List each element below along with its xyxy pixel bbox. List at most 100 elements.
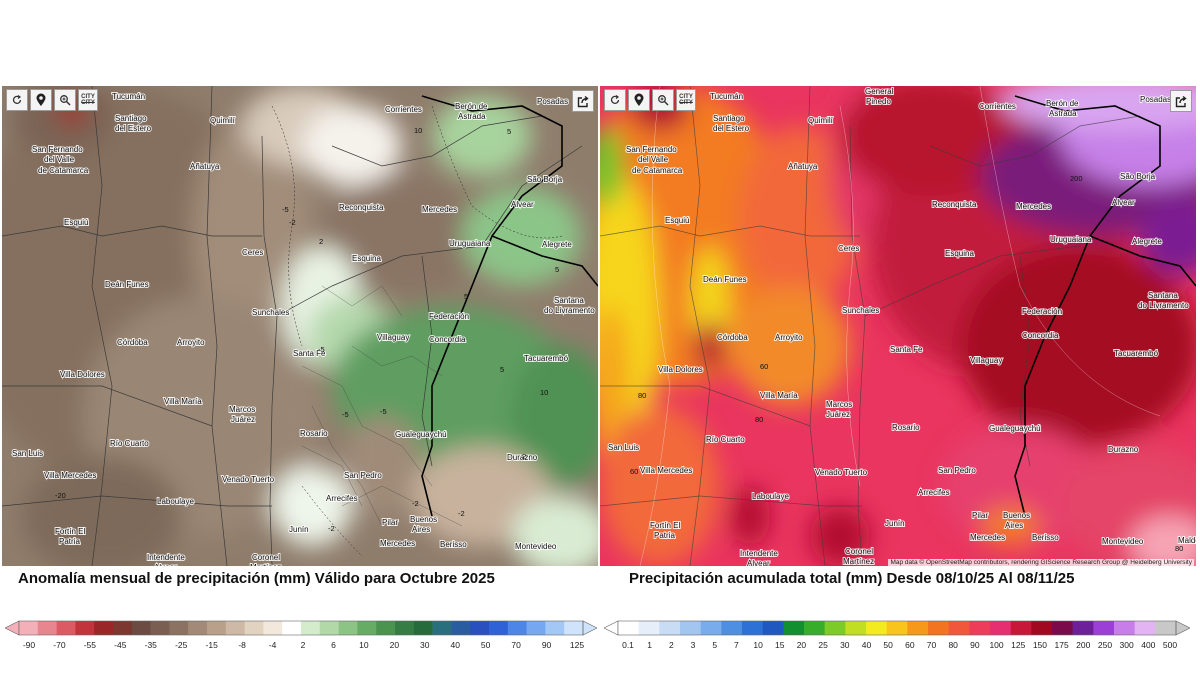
accumulated-map-panel[interactable]: Tucumán Santiago del Estero Quimilí General P… — [600, 86, 1196, 566]
city-toggle-label: CITY — [679, 94, 693, 100]
city-label: Laboulaye — [752, 492, 789, 501]
legend-color-swatch — [824, 621, 846, 635]
contour-value-label: -2 — [458, 509, 465, 518]
city-toggle-label-strike: CITY — [81, 100, 95, 106]
legend-tick-label: 200 — [1076, 640, 1091, 650]
legend-color-swatch — [659, 621, 681, 635]
country-borders-right — [1014, 95, 1196, 517]
city-label: Arroyito — [177, 338, 205, 347]
contour-value-label: -5 — [318, 345, 325, 354]
contour-value-label: 2 — [522, 452, 526, 461]
city-label: Coronel — [845, 547, 873, 556]
city-label: Tucumán — [112, 92, 145, 101]
legend-color-swatch — [742, 621, 763, 635]
legend-tick-label: 80 — [948, 640, 958, 650]
legend-tick-label: 400 — [1141, 640, 1156, 650]
city-label: San Pedro — [938, 466, 976, 475]
legend-tick-label: 25 — [818, 640, 828, 650]
city-label: do Livramento — [544, 306, 595, 315]
refresh-button[interactable] — [604, 89, 626, 111]
legend-tick-label: 30 — [420, 640, 430, 650]
city-label: San Fernando — [32, 145, 83, 154]
city-label: Astrada — [458, 112, 486, 121]
anomaly-field — [2, 86, 598, 566]
city-label: Posadas — [1140, 95, 1171, 104]
legend-color-swatch — [301, 621, 321, 635]
legend-tick-label: 3 — [690, 640, 696, 650]
city-label: Gualeguaychú — [989, 424, 1041, 433]
legend-color-swatch — [564, 621, 584, 635]
contour-value-label: -5 — [282, 205, 289, 214]
city-label: Villa Mercedes — [44, 471, 96, 480]
city-toggle-button[interactable]: CITY CITY — [78, 89, 98, 111]
share-button[interactable] — [572, 90, 594, 112]
city-label: Maldo — [1178, 536, 1196, 545]
contour-value-label: 10 — [414, 126, 422, 135]
legend-tick-label: 20 — [389, 640, 400, 650]
legend-color-swatch — [762, 621, 784, 635]
city-label: Juárez — [826, 410, 850, 419]
legend-tick-label: 30 — [840, 640, 850, 650]
legend-color-swatch — [1155, 621, 1177, 635]
city-label: Santiago — [713, 114, 745, 123]
city-label: Santana — [1148, 291, 1178, 300]
legend-color-swatch — [804, 621, 825, 635]
city-label: Federación — [429, 312, 469, 321]
city-label: Sunchales — [252, 308, 289, 317]
city-label: del Estero — [115, 124, 152, 133]
legend-tick-label: 70 — [511, 640, 521, 650]
location-button[interactable] — [628, 89, 650, 111]
zoom-button[interactable] — [54, 89, 76, 111]
city-toggle-button[interactable]: CITY CITY — [676, 89, 696, 111]
legend-color-swatch — [545, 621, 565, 635]
contour-value-label: 5 — [464, 292, 468, 301]
location-button[interactable] — [30, 89, 52, 111]
contour-value-label: 80 — [1175, 544, 1183, 553]
legend-tick-label: -4 — [268, 640, 277, 650]
legend-tick-label: 300 — [1119, 640, 1134, 650]
city-label: Pinedo — [866, 97, 891, 106]
refresh-icon — [610, 95, 620, 104]
legend-tick-label: 40 — [861, 640, 872, 650]
zoom-button[interactable] — [652, 89, 674, 111]
city-label: Montevideo — [1102, 537, 1144, 546]
legend-max-arrow — [1175, 620, 1190, 636]
city-label: Uruguaiana — [1050, 235, 1092, 244]
city-label: Concordia — [1022, 331, 1059, 340]
city-label: Uruguaiana — [449, 239, 491, 248]
province-boundaries-right — [600, 86, 1141, 566]
legend-tick-label: -25 — [175, 640, 188, 650]
city-label: Rosario — [300, 429, 328, 438]
city-label: San Luis — [12, 449, 43, 458]
legend-tick-label: 175 — [1054, 640, 1069, 650]
anomaly-color-legend: -90 -70 -55 -45 -35 -25 -15 -8 -4 2 6 10 20 30 40 50 70 9… — [5, 618, 597, 658]
contour-value-label: 80 — [755, 415, 763, 424]
city-label: Villa Dolores — [60, 370, 105, 379]
city-label: Laboulaye — [157, 497, 194, 506]
legend-tick-label: 15 — [775, 640, 785, 650]
legend-tick-label: 100 — [989, 640, 1004, 650]
anomaly-map-panel[interactable]: Tucumán Santiago del Estero Quimilí San Fern… — [2, 86, 598, 566]
city-label: Durazno — [1108, 445, 1139, 454]
refresh-button[interactable] — [6, 89, 28, 111]
legend-color-swatch — [866, 621, 887, 635]
legend-color-swatch — [680, 621, 701, 635]
share-button[interactable] — [1170, 90, 1192, 112]
country-borders — [421, 95, 598, 517]
contour-value-label: 60 — [760, 362, 768, 371]
city-label: Quimilí — [210, 116, 236, 125]
city-label: Buenos — [410, 515, 437, 524]
legend-min-arrow — [604, 620, 619, 636]
city-label: Deán Funes — [105, 280, 149, 289]
legend-color-swatch — [19, 621, 39, 635]
legend-color-swatch — [113, 621, 133, 635]
city-label: Pilar — [972, 511, 988, 520]
legend-tick-label: 10 — [753, 640, 763, 650]
legend-frame — [18, 620, 584, 636]
city-label: Río Cuarto — [110, 439, 149, 448]
city-label: Junín — [289, 525, 309, 534]
